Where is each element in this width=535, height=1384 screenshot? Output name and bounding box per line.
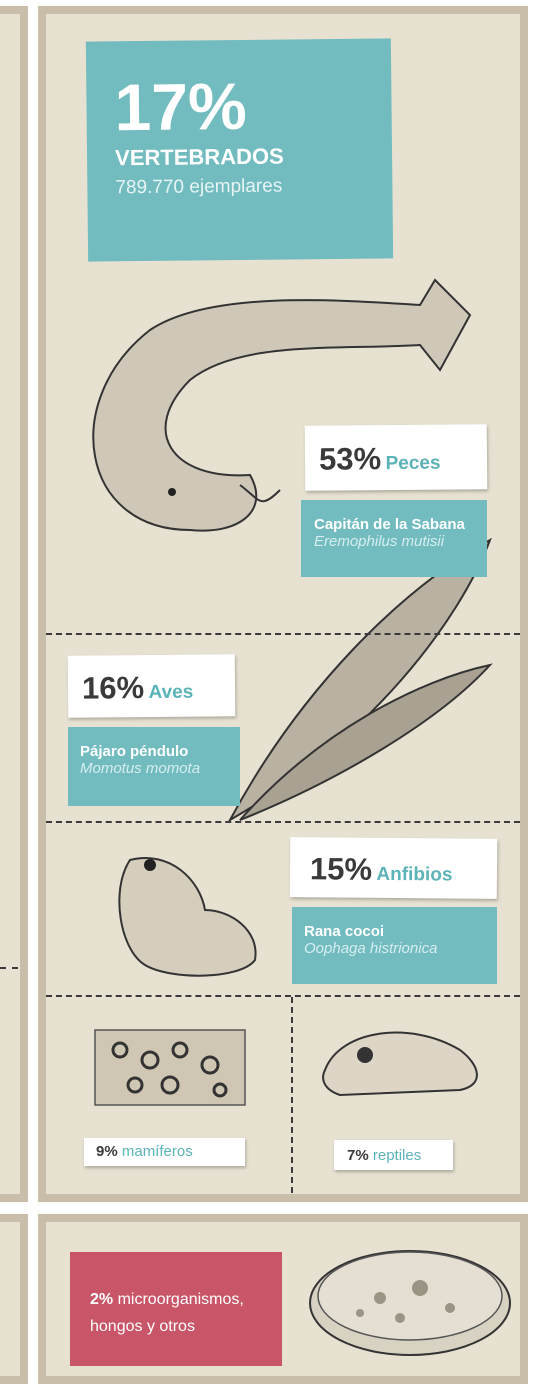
minor-percent: 9% [96, 1143, 118, 1160]
fish-eye [168, 488, 176, 496]
group-percent: 53% [319, 441, 381, 477]
fish-drawing [93, 280, 470, 531]
divider [0, 967, 18, 969]
minor-percent: 7% [347, 1147, 369, 1164]
header-box: 17% VERTEBRADOS 789.770 ejemplares [86, 38, 393, 261]
species-scientific: Oophaga histrionica [304, 940, 497, 957]
anfibios-label: 15% Anfibios [290, 837, 498, 899]
group-percent: 15% [310, 851, 372, 887]
divider [46, 821, 520, 823]
header-count: 789.770 ejemplares [115, 170, 392, 203]
divider [46, 633, 520, 635]
group-percent: 16% [82, 670, 144, 706]
aves-label: 16% Aves [68, 654, 236, 717]
frog-drawing [119, 858, 255, 976]
infographic: 17% VERTEBRADOS 789.770 ejemplares 53% P… [0, 0, 535, 1384]
side-panel [0, 6, 28, 1202]
minor-name: reptiles [373, 1147, 421, 1164]
header-label: VERTEBRADOS [115, 140, 392, 173]
group-name: Aves [148, 682, 193, 703]
species-scientific: Momotus momota [80, 760, 240, 777]
species-scientific: Eremophilus mutisii [314, 533, 487, 550]
minor-name: mamíferos [122, 1143, 193, 1160]
group-name: Anfibios [376, 864, 452, 886]
peces-label: 53% Peces [305, 424, 488, 491]
skull-drawing [323, 1033, 477, 1095]
other-box: 2% microorganismos, hongos y otros [70, 1252, 282, 1366]
mamiferos-label: 9% mamíferos [84, 1138, 245, 1166]
anfibios-species: Rana cocoi Oophaga histrionica [292, 907, 497, 984]
species-common: Pájaro péndulo [80, 743, 240, 760]
reptiles-label: 7% reptiles [334, 1140, 453, 1170]
other-text: microorganismos, hongos y otros [90, 1291, 244, 1335]
other-percent: 2% [90, 1291, 113, 1308]
group-name: Peces [385, 453, 440, 474]
peces-species: Capitán de la Sabana Eremophilus mutisii [301, 500, 487, 577]
divider [291, 997, 293, 1193]
aves-species: Pájaro péndulo Momotus momota [68, 727, 240, 806]
divider [46, 995, 520, 997]
skull-eye [357, 1047, 373, 1063]
side-panel [0, 1214, 28, 1384]
species-common: Rana cocoi [304, 923, 497, 940]
species-common: Capitán de la Sabana [314, 516, 487, 533]
frog-eye [144, 859, 156, 871]
petri-dish-drawing [300, 1228, 522, 1378]
header-percent: 17% [114, 68, 392, 143]
